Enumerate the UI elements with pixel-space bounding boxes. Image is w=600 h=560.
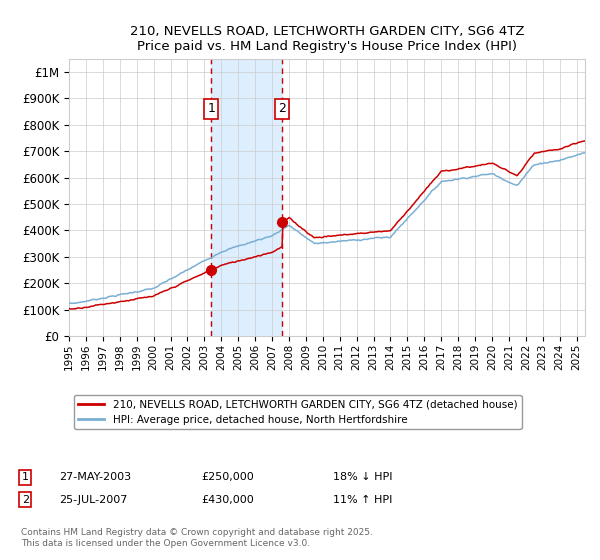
Text: 18% ↓ HPI: 18% ↓ HPI <box>333 472 392 482</box>
Text: Contains HM Land Registry data © Crown copyright and database right 2025.
This d: Contains HM Land Registry data © Crown c… <box>21 528 373 548</box>
Title: 210, NEVELLS ROAD, LETCHWORTH GARDEN CITY, SG6 4TZ
Price paid vs. HM Land Regist: 210, NEVELLS ROAD, LETCHWORTH GARDEN CIT… <box>130 25 524 53</box>
Text: 27-MAY-2003: 27-MAY-2003 <box>59 472 131 482</box>
Bar <box>211 59 282 336</box>
Text: 2: 2 <box>22 494 29 505</box>
Text: £430,000: £430,000 <box>201 494 254 505</box>
Text: 25-JUL-2007: 25-JUL-2007 <box>59 494 127 505</box>
Text: 1: 1 <box>22 472 29 482</box>
Text: 2: 2 <box>278 102 286 115</box>
Text: £250,000: £250,000 <box>201 472 254 482</box>
Text: 11% ↑ HPI: 11% ↑ HPI <box>333 494 392 505</box>
Legend: 210, NEVELLS ROAD, LETCHWORTH GARDEN CITY, SG6 4TZ (detached house), HPI: Averag: 210, NEVELLS ROAD, LETCHWORTH GARDEN CIT… <box>74 395 521 429</box>
Text: 1: 1 <box>207 102 215 115</box>
